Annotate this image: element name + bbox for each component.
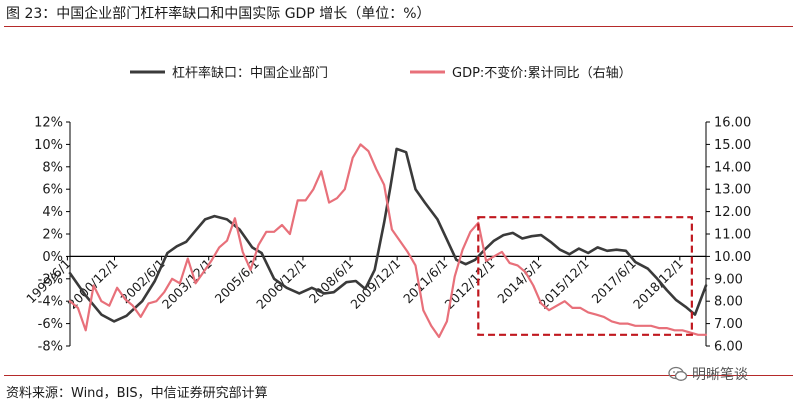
right-tick-label: 9.00 — [714, 272, 743, 287]
right-tick-label: 7.00 — [714, 317, 743, 332]
gdp-growth-line — [68, 143, 708, 339]
left-tick-label: 8% — [42, 160, 63, 175]
left-tick-label: 4% — [42, 205, 63, 220]
left-tick-label: 2% — [42, 228, 63, 243]
left-tick-label: -8% — [38, 340, 63, 355]
left-tick-label: -2% — [38, 272, 63, 287]
right-tick-label: 16.00 — [714, 116, 751, 131]
left-tick-label: -4% — [38, 295, 63, 310]
right-tick-label: 12.00 — [714, 205, 751, 220]
legend-gap-label: 杠杆率缺口：中国企业部门 — [172, 65, 328, 81]
legend: 杠杆率缺口：中国企业部门 GDP:不变价:累计同比（右轴） — [130, 65, 632, 81]
left-tick-label: 12% — [34, 116, 63, 131]
left-tick-label: 0% — [42, 250, 63, 265]
axes — [69, 122, 707, 346]
watermark-text: 明晰笔谈 — [692, 367, 748, 383]
source-note: 资料来源：Wind，BIS，中信证券研究部计算 — [6, 386, 268, 401]
right-tick-label: 14.00 — [714, 160, 751, 175]
figure-title: 图 23：中国企业部门杠杆率缺口和中国实际 GDP 增长（单位：%） — [6, 6, 431, 22]
bottom-rule — [4, 375, 793, 376]
legend-gdp-label: GDP:不变价:累计同比（右轴） — [452, 65, 632, 81]
right-tick-label: 8.00 — [714, 295, 743, 310]
right-axis-ticks: 6.00 7.00 8.00 9.00 10.00 11.00 12.00 13.00 14.0… — [706, 116, 751, 355]
x-tick-label: 2015/12/1 — [536, 256, 592, 312]
x-axis-ticks: 1999/6/12000/12/12002/6/12003/12/12005/6… — [23, 256, 686, 312]
right-tick-label: 11.00 — [714, 228, 751, 243]
series — [68, 143, 708, 339]
left-tick-label: 10% — [34, 138, 63, 153]
leverage-gap-line — [68, 147, 708, 323]
left-tick-label: -6% — [38, 317, 63, 332]
left-axis-ticks: -8% -6% -4% -2% 0% 2% 4% 6% 8% 10% 12% — [34, 116, 70, 355]
top-rule — [4, 26, 793, 27]
right-tick-label: 10.00 — [714, 250, 751, 265]
right-tick-label: 15.00 — [714, 138, 751, 153]
left-tick-label: 6% — [42, 183, 63, 198]
wechat-icon — [668, 366, 688, 382]
right-tick-label: 13.00 — [714, 183, 751, 198]
right-tick-label: 6.00 — [714, 340, 743, 355]
watermark: 明晰笔谈 — [668, 364, 748, 384]
chart: 杠杆率缺口：中国企业部门 GDP:不变价:累计同比（右轴） -8%-6%-4%-… — [23, 65, 751, 355]
